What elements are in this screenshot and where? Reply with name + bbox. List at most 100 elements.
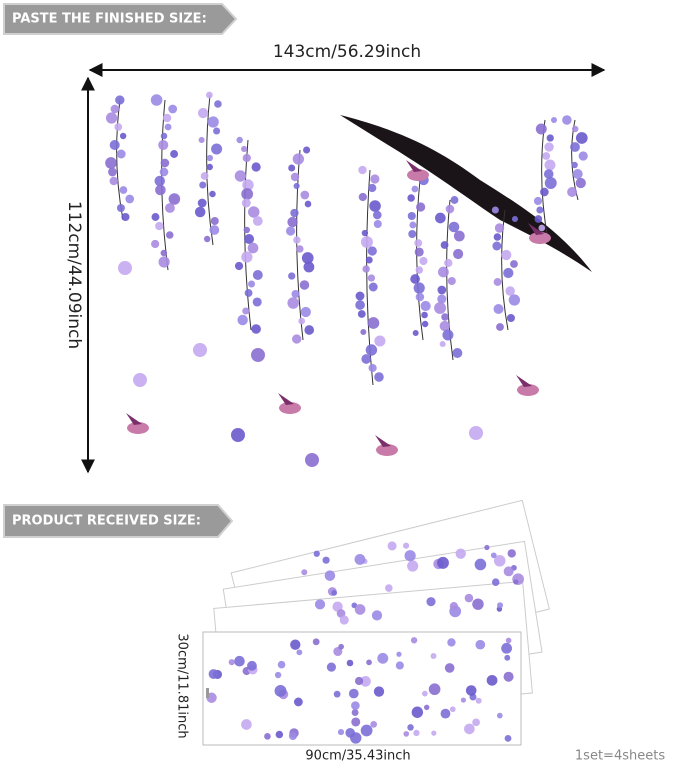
flower bbox=[193, 343, 207, 357]
flower bbox=[361, 236, 373, 248]
flower bbox=[290, 208, 299, 218]
flower bbox=[407, 194, 415, 202]
flower bbox=[133, 373, 147, 387]
flower bbox=[505, 286, 515, 296]
flower bbox=[109, 176, 119, 186]
flower bbox=[210, 216, 219, 226]
flower bbox=[304, 325, 315, 335]
flower bbox=[206, 91, 213, 99]
flower bbox=[333, 690, 341, 698]
flower bbox=[504, 654, 511, 661]
flower bbox=[355, 300, 365, 310]
flower bbox=[508, 294, 521, 306]
flower bbox=[403, 731, 410, 737]
flower bbox=[575, 177, 586, 189]
vine bbox=[501, 209, 509, 331]
flower bbox=[416, 202, 426, 212]
flower bbox=[251, 162, 261, 172]
flower bbox=[158, 139, 169, 151]
flower bbox=[407, 211, 416, 221]
flower bbox=[234, 261, 244, 271]
flower bbox=[234, 655, 245, 667]
flower bbox=[449, 706, 456, 713]
bird bbox=[529, 232, 551, 244]
flower bbox=[314, 599, 326, 610]
flower bbox=[414, 247, 424, 257]
flower bbox=[367, 246, 377, 256]
flower bbox=[240, 145, 248, 153]
flower bbox=[125, 194, 135, 204]
flower bbox=[155, 221, 164, 231]
flower bbox=[455, 548, 466, 559]
flower bbox=[452, 348, 463, 358]
flower bbox=[409, 221, 417, 229]
flower bbox=[441, 313, 449, 321]
bird-wing bbox=[406, 160, 422, 172]
flower bbox=[354, 676, 364, 686]
flower bbox=[507, 549, 516, 558]
flower bbox=[572, 169, 583, 179]
flower bbox=[348, 688, 359, 699]
flower bbox=[368, 363, 377, 373]
flower bbox=[346, 659, 354, 667]
flower bbox=[291, 289, 300, 299]
flower bbox=[411, 185, 419, 193]
flower bbox=[116, 204, 125, 212]
flower bbox=[421, 311, 428, 319]
flower bbox=[377, 652, 389, 664]
height-label: 112cm/44.09inch bbox=[64, 201, 84, 349]
flower bbox=[351, 709, 359, 716]
flower bbox=[447, 638, 456, 647]
banner-shape bbox=[3, 504, 234, 538]
flower bbox=[110, 104, 120, 114]
flower bbox=[290, 639, 301, 650]
flower bbox=[491, 206, 499, 214]
flower bbox=[231, 428, 245, 442]
flower bbox=[570, 142, 580, 152]
flower bbox=[475, 639, 486, 650]
flower bbox=[305, 453, 319, 467]
flower bbox=[242, 307, 250, 315]
flower bbox=[301, 252, 314, 264]
flower bbox=[206, 154, 214, 162]
flower bbox=[493, 555, 506, 567]
flower bbox=[412, 329, 419, 337]
flower bbox=[154, 175, 165, 187]
flower bbox=[115, 95, 125, 105]
bird-wing bbox=[375, 435, 391, 447]
flower bbox=[396, 651, 402, 657]
flower bbox=[362, 265, 370, 273]
sheets bbox=[202, 499, 550, 746]
flower bbox=[109, 139, 120, 151]
flower bbox=[274, 671, 282, 679]
flower bbox=[372, 210, 382, 220]
flower bbox=[402, 542, 410, 549]
bird bbox=[127, 422, 149, 434]
flower bbox=[423, 704, 430, 711]
flower bbox=[234, 170, 247, 182]
flower bbox=[453, 248, 464, 260]
flower bbox=[160, 158, 170, 168]
flower bbox=[360, 676, 371, 687]
vine bbox=[416, 179, 424, 341]
bird bbox=[376, 444, 398, 456]
sheet-tab bbox=[206, 688, 209, 698]
flower bbox=[339, 615, 349, 625]
decoration bbox=[105, 91, 592, 467]
bird-wing bbox=[278, 393, 294, 405]
flower bbox=[213, 127, 221, 135]
finished-label: PASTE THE FINISHED SIZE: bbox=[12, 12, 207, 27]
flower bbox=[544, 159, 556, 171]
flower bbox=[287, 297, 299, 309]
flower bbox=[413, 282, 425, 294]
flower bbox=[434, 302, 447, 314]
flower bbox=[439, 320, 450, 332]
flower bbox=[536, 206, 544, 214]
flower bbox=[351, 717, 361, 727]
flower bbox=[408, 230, 417, 238]
flower bbox=[165, 231, 174, 239]
sheet-width-label: 90cm/35.43inch bbox=[305, 749, 410, 764]
flower bbox=[236, 136, 243, 144]
flower bbox=[474, 558, 487, 571]
